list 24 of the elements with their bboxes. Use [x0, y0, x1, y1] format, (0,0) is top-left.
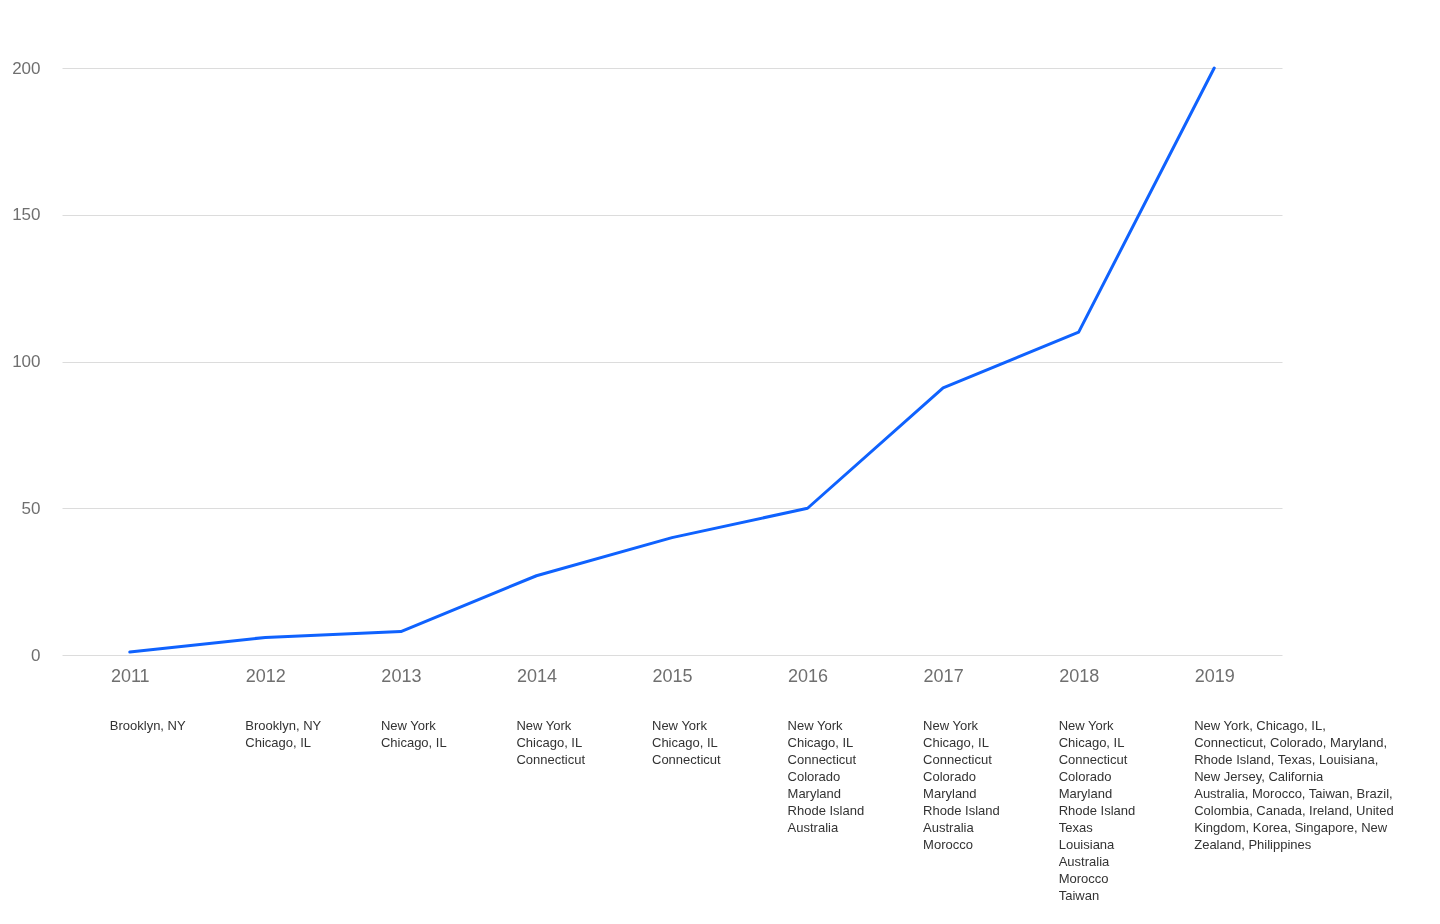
y-tick-label: 150 — [12, 205, 41, 225]
x-tick-label: 2012 — [245, 665, 286, 686]
text: New York Chicago, IL Connecticut Colorado Maryland Rhode Island Australia Morocco — [923, 718, 1000, 852]
y-tick-label: 200 — [12, 58, 41, 78]
x-tick-label: 2018 — [1059, 665, 1100, 686]
y-tick-label: 100 — [12, 352, 41, 371]
text: New York Chicago, IL Connecticut — [516, 718, 586, 767]
x-tick-label: 2013 — [381, 665, 422, 686]
x-tick-label: 2014 — [516, 665, 557, 686]
x-tick-label: 2019 — [1194, 665, 1235, 686]
x-tick-label: 2017 — [923, 665, 964, 686]
text: New York, Chicago, IL, Connecticut, Colorado, Maryland, Rhode Island, Texas, Louisiana, New Jersey, California Australia, Morocco, Taiwan, Brazil, Colombia, Canada, Ireland, United Kingdom, Korea, Singapore, New Zealand, Philippines — [1194, 718, 1394, 852]
text: New York Chicago, IL Connecticut Colorado Maryland Rhode Island Texas Louisiana Australia Morocco Taiwan — [1058, 718, 1136, 903]
line-series — [128, 66, 1216, 654]
text: New York Chicago, IL — [380, 718, 447, 750]
x-tick-label: 2015 — [652, 665, 693, 686]
y-tick-label: 0 — [31, 645, 41, 665]
text: Brooklyn, NY — [109, 718, 186, 733]
x-tick-label: 2011 — [110, 665, 150, 686]
y-tick-label: 50 — [21, 498, 41, 518]
text: New York Chicago, IL Connecticut — [652, 718, 722, 767]
text: Brooklyn, NY Chicago, IL — [245, 718, 322, 750]
x-tick-label: 2016 — [788, 665, 829, 686]
text: New York Chicago, IL Connecticut Colorado Maryland Rhode Island Australia — [787, 718, 865, 835]
